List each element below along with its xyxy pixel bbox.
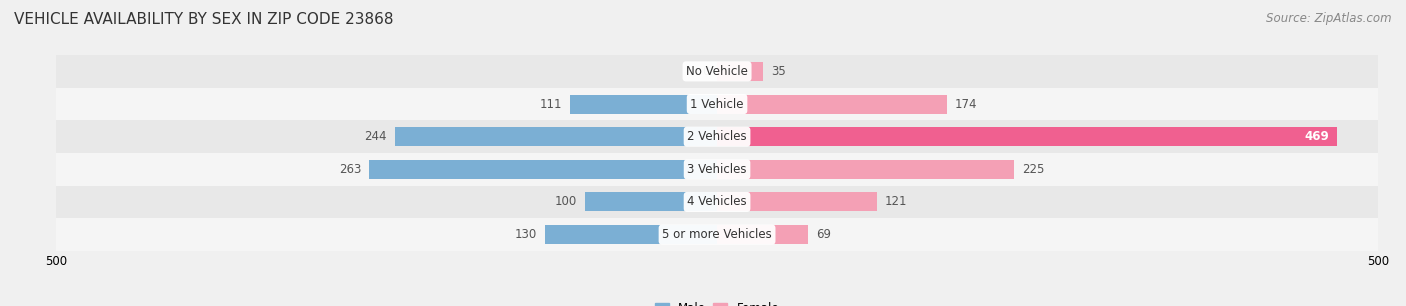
Text: 244: 244: [364, 130, 387, 143]
Text: 121: 121: [884, 196, 907, 208]
Bar: [56, 153, 1378, 186]
Bar: [56, 218, 1378, 251]
Text: 5 or more Vehicles: 5 or more Vehicles: [662, 228, 772, 241]
Bar: [395, 127, 717, 146]
Bar: [56, 55, 1378, 88]
Bar: [56, 120, 1378, 153]
Text: 0: 0: [702, 65, 709, 78]
Text: 174: 174: [955, 98, 977, 110]
Text: 263: 263: [339, 163, 361, 176]
Bar: [717, 62, 763, 81]
Text: 1 Vehicle: 1 Vehicle: [690, 98, 744, 110]
Bar: [56, 88, 1378, 120]
Text: No Vehicle: No Vehicle: [686, 65, 748, 78]
Text: 111: 111: [540, 98, 562, 110]
Text: 35: 35: [772, 65, 786, 78]
Text: 469: 469: [1305, 130, 1329, 143]
Bar: [571, 95, 717, 114]
Bar: [56, 186, 1378, 218]
Text: Source: ZipAtlas.com: Source: ZipAtlas.com: [1267, 12, 1392, 25]
Text: VEHICLE AVAILABILITY BY SEX IN ZIP CODE 23868: VEHICLE AVAILABILITY BY SEX IN ZIP CODE …: [14, 12, 394, 27]
Bar: [717, 160, 1014, 179]
Bar: [717, 95, 948, 114]
Bar: [717, 127, 1337, 146]
Bar: [585, 192, 717, 211]
Bar: [546, 225, 717, 244]
Bar: [717, 225, 808, 244]
Legend: Male, Female: Male, Female: [650, 297, 785, 306]
Text: 69: 69: [815, 228, 831, 241]
Text: 225: 225: [1022, 163, 1045, 176]
Bar: [717, 192, 877, 211]
Text: 4 Vehicles: 4 Vehicles: [688, 196, 747, 208]
Text: 100: 100: [555, 196, 576, 208]
Bar: [370, 160, 717, 179]
Text: 130: 130: [515, 228, 537, 241]
Text: 3 Vehicles: 3 Vehicles: [688, 163, 747, 176]
Text: 2 Vehicles: 2 Vehicles: [688, 130, 747, 143]
